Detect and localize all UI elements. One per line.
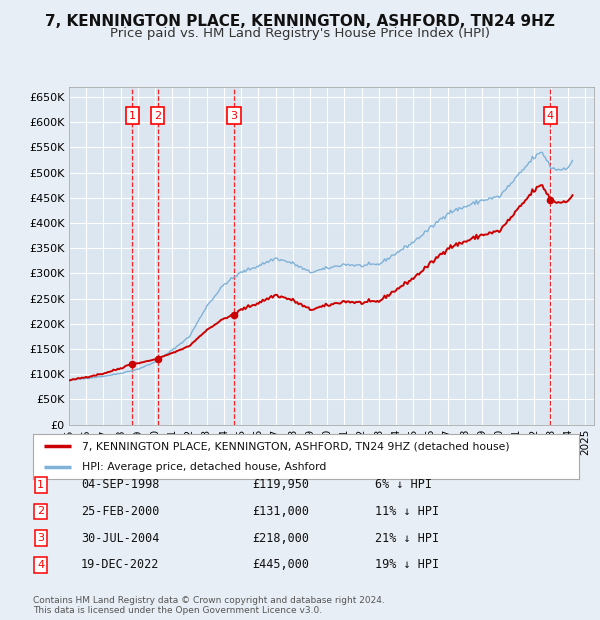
Text: 1: 1 — [37, 480, 44, 490]
Text: 30-JUL-2004: 30-JUL-2004 — [81, 532, 160, 544]
Text: 19-DEC-2022: 19-DEC-2022 — [81, 559, 160, 571]
Text: 4: 4 — [547, 110, 554, 120]
Text: 6% ↓ HPI: 6% ↓ HPI — [375, 479, 432, 491]
Text: 3: 3 — [37, 533, 44, 543]
Text: 11% ↓ HPI: 11% ↓ HPI — [375, 505, 439, 518]
Text: 4: 4 — [37, 560, 44, 570]
Text: 1: 1 — [128, 110, 136, 120]
Text: 2: 2 — [154, 110, 161, 120]
Text: 19% ↓ HPI: 19% ↓ HPI — [375, 559, 439, 571]
Text: £445,000: £445,000 — [252, 559, 309, 571]
Text: 04-SEP-1998: 04-SEP-1998 — [81, 479, 160, 491]
Text: £119,950: £119,950 — [252, 479, 309, 491]
Text: 3: 3 — [230, 110, 238, 120]
Text: 2: 2 — [37, 507, 44, 516]
Text: £218,000: £218,000 — [252, 532, 309, 544]
Text: 21% ↓ HPI: 21% ↓ HPI — [375, 532, 439, 544]
Text: 7, KENNINGTON PLACE, KENNINGTON, ASHFORD, TN24 9HZ (detached house): 7, KENNINGTON PLACE, KENNINGTON, ASHFORD… — [82, 441, 510, 451]
Text: Price paid vs. HM Land Registry's House Price Index (HPI): Price paid vs. HM Land Registry's House … — [110, 27, 490, 40]
Text: HPI: Average price, detached house, Ashford: HPI: Average price, detached house, Ashf… — [82, 461, 326, 472]
Text: £131,000: £131,000 — [252, 505, 309, 518]
Text: 25-FEB-2000: 25-FEB-2000 — [81, 505, 160, 518]
Text: 7, KENNINGTON PLACE, KENNINGTON, ASHFORD, TN24 9HZ: 7, KENNINGTON PLACE, KENNINGTON, ASHFORD… — [45, 14, 555, 29]
Text: Contains HM Land Registry data © Crown copyright and database right 2024.
This d: Contains HM Land Registry data © Crown c… — [33, 596, 385, 615]
